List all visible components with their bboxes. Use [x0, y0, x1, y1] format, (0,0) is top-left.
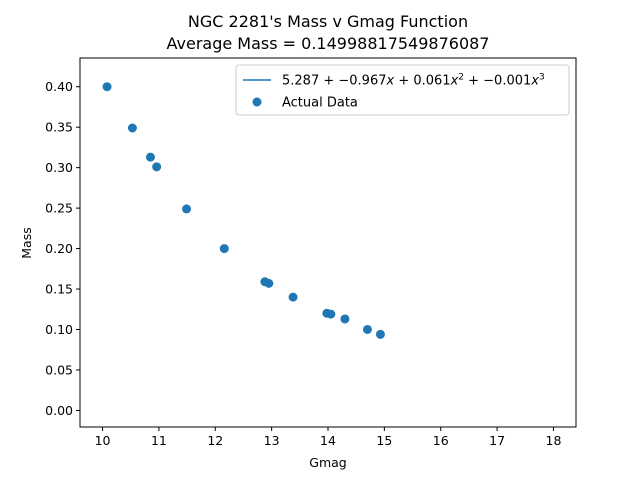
y-tick-label: 0.40 [45, 79, 73, 94]
data-point [219, 244, 229, 254]
y-tick-label: 0.00 [45, 403, 73, 418]
y-tick-label: 0.25 [45, 201, 73, 216]
legend-scatter-label: Actual Data [282, 96, 358, 111]
legend-line-label: 5.287 + −0.967x + 0.061x2 + −0.001x3 [282, 73, 545, 89]
y-axis-label: Mass [19, 227, 34, 258]
data-point [362, 324, 372, 334]
y-tick-label: 0.15 [45, 282, 73, 297]
x-tick-label: 10 [95, 433, 111, 448]
x-tick-label: 18 [546, 433, 562, 448]
y-tick-label: 0.35 [45, 120, 73, 135]
chart-title-line2: Average Mass = 0.14998817549876087 [167, 34, 490, 53]
legend-scatter-swatch [252, 97, 262, 107]
chart-title-line1: NGC 2281's Mass v Gmag Function [188, 12, 468, 31]
data-point [182, 204, 192, 214]
y-axis-ticks: 0.00 0.05 0.10 0.15 0.20 0.25 0.30 0.35 0.40 [45, 79, 80, 418]
legend-frame [235, 64, 570, 116]
x-tick-label: 14 [320, 433, 336, 448]
data-point [326, 309, 336, 319]
plot-area [102, 82, 385, 339]
data-point [145, 152, 155, 162]
data-point [375, 329, 385, 339]
data-point [102, 82, 112, 92]
data-point [340, 314, 350, 324]
legend: 5.287 + −0.967x + 0.061x2 + −0.001x3 Act… [235, 64, 570, 116]
x-tick-label: 12 [207, 433, 223, 448]
data-point [288, 292, 298, 302]
data-point [127, 123, 137, 133]
y-tick-label: 0.10 [45, 322, 73, 337]
y-tick-label: 0.30 [45, 160, 73, 175]
x-tick-label: 11 [151, 433, 167, 448]
data-point [264, 278, 274, 288]
x-axis-label: Gmag [309, 455, 346, 470]
y-tick-label: 0.05 [45, 362, 73, 377]
chart-title: NGC 2281's Mass v Gmag Function Average … [167, 12, 490, 53]
y-tick-label: 0.20 [45, 241, 73, 256]
x-axis-ticks: 10 11 12 13 14 15 16 17 18 [95, 427, 562, 448]
x-tick-label: 15 [376, 433, 392, 448]
x-tick-label: 13 [264, 433, 280, 448]
x-tick-label: 16 [433, 433, 449, 448]
x-tick-label: 17 [489, 433, 505, 448]
data-point [152, 162, 162, 172]
